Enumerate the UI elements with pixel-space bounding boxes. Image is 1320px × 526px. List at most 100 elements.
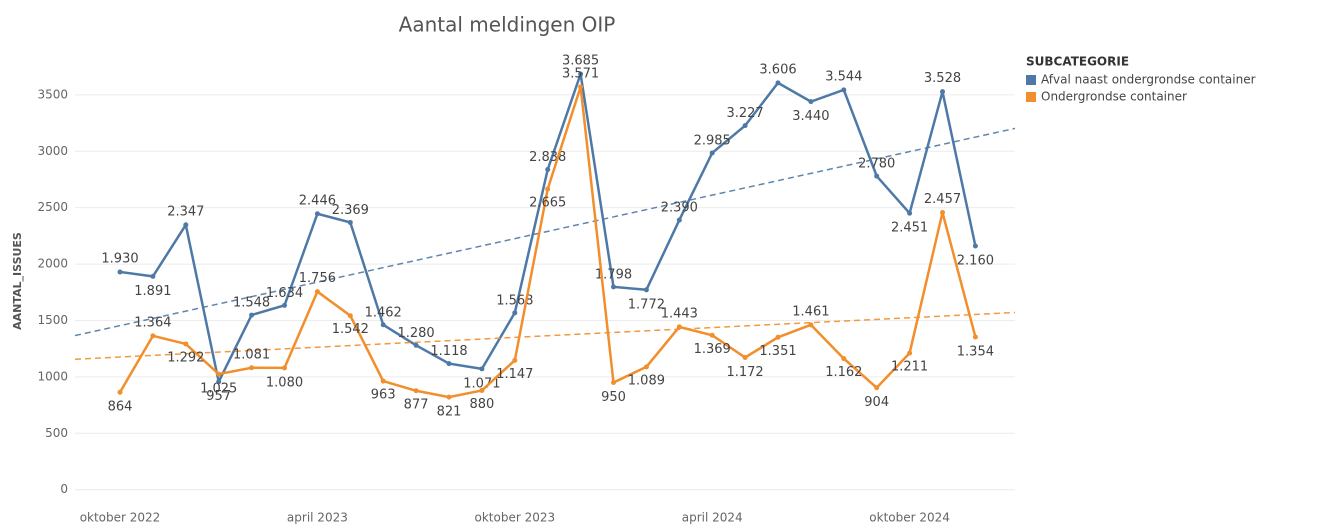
data-point: [512, 357, 518, 363]
data-point: [512, 310, 518, 316]
data-point: [907, 210, 913, 216]
data-point: [413, 342, 419, 348]
data-point: [874, 385, 880, 391]
data-label: 1.211: [891, 360, 928, 375]
data-point: [380, 378, 386, 384]
x-tick-label: oktober 2024: [869, 511, 950, 525]
x-tick-label: oktober 2023: [474, 511, 555, 525]
data-point: [249, 312, 255, 318]
data-point: [183, 222, 189, 228]
y-tick-label: 2000: [37, 257, 68, 271]
data-label: 950: [601, 390, 626, 405]
data-point: [183, 341, 189, 347]
data-point: [249, 365, 255, 371]
data-label: 1.930: [101, 251, 138, 266]
data-label: 2.451: [891, 221, 928, 236]
data-point: [282, 302, 287, 308]
data-label: 1.080: [266, 375, 303, 390]
data-point: [611, 284, 616, 290]
y-tick-label: 1000: [37, 369, 68, 383]
data-point: [150, 273, 156, 279]
data-point: [841, 87, 847, 93]
data-label: 2.160: [957, 254, 994, 269]
data-point: [742, 123, 748, 129]
data-label: 1.548: [233, 296, 270, 311]
data-label: 2.665: [529, 196, 566, 211]
data-point: [117, 269, 123, 275]
trend-line: [74, 311, 1016, 361]
legend-swatch: [1026, 75, 1036, 85]
data-label: 880: [469, 397, 494, 412]
data-point: [578, 71, 584, 77]
data-point: [874, 173, 880, 179]
data-point: [940, 210, 945, 216]
data-label: 1.772: [628, 297, 665, 312]
data-label: 2.369: [332, 203, 369, 218]
data-label: 1.634: [266, 286, 303, 301]
data-label: 3.440: [792, 109, 829, 124]
data-point: [972, 243, 978, 249]
data-label: 2.457: [924, 192, 961, 207]
data-point: [775, 334, 781, 340]
data-label: 1.756: [299, 271, 336, 286]
data-label: 3.544: [825, 69, 862, 84]
data-point: [117, 389, 123, 395]
legend-label: Ondergrondse container: [1041, 90, 1187, 104]
data-label: 1.354: [957, 344, 994, 359]
data-point: [808, 99, 814, 105]
data-label: 2.390: [661, 201, 698, 216]
y-tick-label: 0: [60, 482, 68, 496]
data-label: 1.369: [694, 342, 731, 357]
data-point: [545, 167, 551, 173]
legend-title: SUBCATEGORIE: [1026, 55, 1129, 69]
data-point: [808, 322, 814, 328]
y-tick-label: 3500: [37, 87, 68, 101]
data-point: [282, 365, 287, 371]
data-label: 963: [371, 388, 396, 403]
data-point: [709, 332, 715, 338]
data-point: [643, 364, 649, 370]
data-point: [446, 394, 452, 400]
data-point: [314, 289, 320, 295]
data-label: 1.462: [365, 305, 402, 320]
data-label: 1.292: [167, 350, 204, 365]
x-tick-label: april 2024: [682, 511, 743, 525]
data-label: 3.571: [562, 66, 599, 81]
data-point: [216, 371, 222, 377]
data-label: 1.364: [134, 315, 171, 330]
legend-swatch: [1026, 92, 1036, 102]
data-point: [907, 350, 913, 356]
data-point: [578, 84, 584, 90]
data-label: 864: [108, 400, 133, 415]
data-point: [413, 388, 419, 394]
data-point: [347, 313, 353, 319]
chart-title: Aantal meldingen OIP: [399, 13, 616, 37]
data-point: [380, 322, 386, 328]
data-point: [940, 89, 945, 95]
data-label: 3.528: [924, 71, 961, 86]
data-label: 1.568: [496, 293, 533, 308]
data-label: 2.985: [694, 133, 731, 148]
data-point: [841, 356, 847, 362]
data-label: 1.461: [792, 304, 829, 319]
x-tick-label: april 2023: [287, 511, 348, 525]
y-tick-label: 3000: [37, 144, 68, 158]
data-point: [676, 217, 682, 223]
data-label: 821: [437, 405, 462, 420]
data-point: [643, 287, 649, 293]
data-label: 3.227: [726, 106, 763, 121]
data-label: 1.081: [233, 347, 270, 362]
data-label: 2.347: [167, 204, 204, 219]
data-label: 1.351: [759, 344, 796, 359]
y-tick-label: 500: [45, 426, 68, 440]
data-label: 3.606: [759, 62, 796, 77]
data-label: 1.089: [628, 373, 665, 388]
data-label: 3.685: [562, 53, 599, 68]
x-tick-label: oktober 2022: [80, 511, 161, 525]
data-label: 1.025: [200, 382, 237, 397]
data-label: 904: [864, 395, 889, 410]
data-point: [479, 366, 485, 372]
data-point: [347, 219, 353, 225]
data-label: 877: [404, 397, 429, 412]
data-point: [314, 211, 320, 217]
